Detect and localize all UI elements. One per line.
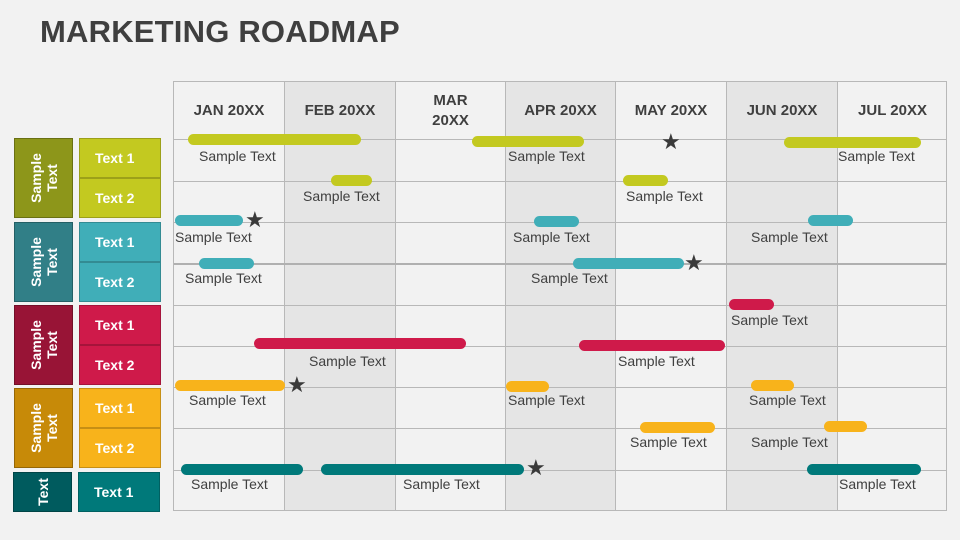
item-label: Text 1 [95,234,135,250]
group-label-2: Sample Text [14,222,73,302]
group-1-item-1: Text 1 [79,138,161,178]
bar-label: Sample Text [403,476,480,492]
bar-label: Sample Text [175,229,252,245]
bar-label: Sample Text [751,229,828,245]
group-label-3: Sample Text [14,305,73,385]
row-line [174,346,946,347]
bar-label: Sample Text [185,270,262,286]
item-label: Text 2 [95,190,135,206]
bar-label: Sample Text [309,353,386,369]
bar-label: Sample Text [513,229,590,245]
milestone-star-icon: ★ [526,455,546,480]
milestone-star-icon: ★ [287,372,307,397]
month-header: MAR 20XX [432,92,469,129]
row-line [174,387,946,388]
timeline-bar [254,338,466,349]
timeline-bar [579,340,725,351]
month-header: FEB 20XX [304,102,376,119]
bar-label: Sample Text [618,353,695,369]
item-label: Text 2 [95,274,135,290]
bar-label: Sample Text [839,476,916,492]
group-label-5: Text [13,472,72,512]
col-feb: FEB 20XX [285,82,396,510]
group-label-text: Sample Text [27,237,60,287]
bar-label: Sample Text [630,434,707,450]
group-3-item-2: Text 2 [79,345,161,385]
timeline-bar [824,421,867,432]
milestone-star-icon: ★ [245,207,265,232]
bar-label: Sample Text [191,476,268,492]
group-5-item-1: Text 1 [78,472,160,512]
month-header: JUN 20XX [746,102,818,119]
col-jun: JUN 20XX [727,82,838,510]
timeline-bar [472,136,584,147]
timeline-bar [321,464,524,475]
bar-label: Sample Text [508,392,585,408]
bar-label: Sample Text [731,312,808,328]
item-label: Text 2 [95,357,135,373]
item-label: Text 1 [95,400,135,416]
group-label-text: Text [34,478,51,506]
timeline-bar [331,175,372,186]
row-line [174,470,946,471]
row-line [174,428,946,429]
item-label: Text 1 [94,484,134,500]
month-header: APR 20XX [524,102,597,119]
timeline-bar [181,464,303,475]
bar-label: Sample Text [303,188,380,204]
bar-label: Sample Text [751,434,828,450]
timeline-bar [807,464,921,475]
milestone-star-icon: ★ [661,129,681,154]
bar-label: Sample Text [508,148,585,164]
page-title: MARKETING ROADMAP [40,14,400,49]
col-jul: JUL 20XX [838,82,947,510]
col-jan: JAN 20XX [174,82,285,510]
row-line [174,181,946,182]
timeline-bar [534,216,579,227]
timeline-bar [784,137,921,148]
month-header: JAN 20XX [193,102,265,119]
group-label-1: Sample Text [14,138,73,218]
group-1-item-2: Text 2 [79,178,161,218]
month-header: JUL 20XX [858,102,927,119]
group-label-text: Sample Text [27,153,60,203]
group-3-item-1: Text 1 [79,305,161,345]
timeline-bar [199,258,254,269]
timeline-bar [175,380,285,391]
timeline-bar [175,215,243,226]
group-2-item-1: Text 1 [79,222,161,262]
col-may: MAY 20XX [616,82,727,510]
item-label: Text 1 [95,150,135,166]
milestone-star-icon: ★ [684,250,704,275]
row-line [174,305,946,306]
item-label: Text 1 [95,317,135,333]
item-label: Text 2 [95,440,135,456]
bar-label: Sample Text [189,392,266,408]
group-2-item-2: Text 2 [79,262,161,302]
group-4-item-2: Text 2 [79,428,161,468]
timeline-bar [808,215,853,226]
timeline-bar [623,175,668,186]
timeline-bar [506,381,549,392]
bar-label: Sample Text [199,148,276,164]
timeline-bar [188,134,361,145]
timeline-bar [640,422,715,433]
bar-label: Sample Text [626,188,703,204]
col-apr: APR 20XX [506,82,616,510]
bar-label: Sample Text [531,270,608,286]
row-line [174,263,946,265]
bar-label: Sample Text [749,392,826,408]
col-mar: MAR 20XX [396,82,506,510]
group-label-4: Sample Text [14,388,73,468]
bar-label: Sample Text [838,148,915,164]
group-label-text: Sample Text [27,320,60,370]
group-label-text: Sample Text [27,403,60,453]
roadmap-grid: JAN 20XX FEB 20XX MAR 20XX APR 20XX MAY … [173,81,947,511]
timeline-bar [751,380,794,391]
group-4-item-1: Text 1 [79,388,161,428]
timeline-bar [573,258,684,269]
month-header: MAY 20XX [634,102,708,119]
timeline-bar [729,299,774,310]
